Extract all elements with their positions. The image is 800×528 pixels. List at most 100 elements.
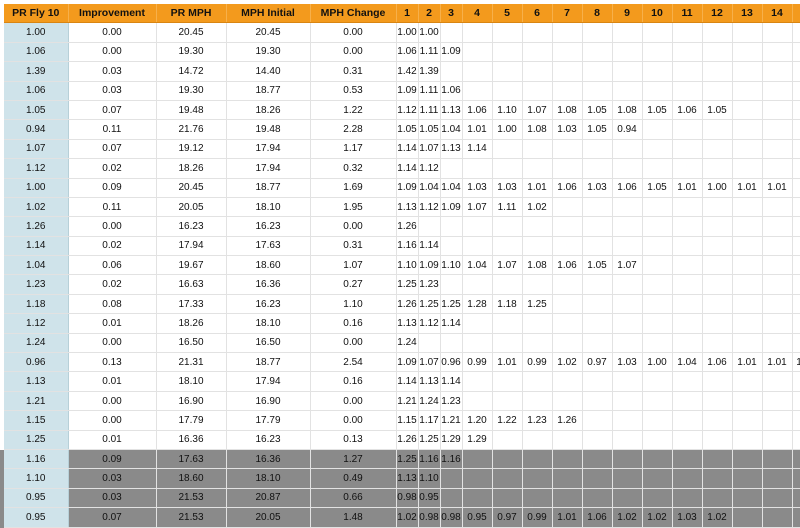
table-cell[interactable]: 14.40 (226, 61, 311, 82)
table-cell[interactable]: 0.27 (310, 274, 397, 295)
column-header[interactable]: 9 (612, 4, 643, 24)
table-cell[interactable] (642, 294, 673, 315)
table-cell[interactable] (612, 197, 643, 218)
table-cell[interactable]: 0.11 (68, 119, 157, 140)
table-cell[interactable]: 1.03 (612, 352, 643, 373)
table-cell[interactable] (762, 119, 793, 140)
table-cell[interactable]: 1.95 (310, 197, 397, 218)
table-cell[interactable] (762, 22, 793, 43)
table-cell[interactable]: 1.39 (4, 61, 69, 82)
table-cell[interactable] (672, 410, 703, 431)
table-cell[interactable] (642, 81, 673, 101)
table-cell[interactable]: 0.06 (68, 255, 157, 276)
table-cell[interactable] (732, 236, 763, 257)
table-cell[interactable]: 1.21 (4, 391, 69, 412)
table-cell[interactable]: 0.99 (522, 352, 553, 373)
table-cell[interactable] (612, 468, 643, 489)
table-cell[interactable]: 1.14 (396, 371, 419, 392)
table-cell[interactable]: 1.02 (522, 197, 553, 218)
table-cell[interactable] (732, 449, 763, 470)
table-cell[interactable] (642, 61, 673, 82)
table-cell[interactable]: 1.08 (522, 255, 553, 276)
column-header[interactable]: MPH Change (310, 4, 397, 24)
table-cell[interactable]: 1.25 (418, 430, 441, 450)
table-cell[interactable] (492, 391, 523, 412)
column-header[interactable]: 8 (582, 4, 613, 24)
table-cell[interactable] (702, 274, 733, 295)
column-header[interactable]: 11 (672, 4, 703, 24)
table-cell[interactable] (732, 410, 763, 431)
table-cell[interactable] (702, 371, 733, 392)
table-cell[interactable] (612, 488, 643, 509)
table-cell[interactable] (642, 216, 673, 237)
table-cell[interactable] (732, 81, 763, 101)
table-cell[interactable] (702, 22, 733, 43)
table-cell[interactable] (762, 158, 793, 179)
table-cell[interactable] (582, 197, 613, 218)
table-cell[interactable]: 1.02 (792, 352, 800, 373)
table-cell[interactable]: 1.06 (552, 178, 583, 198)
table-cell[interactable]: 17.94 (226, 139, 311, 160)
table-cell[interactable] (672, 488, 703, 509)
table-cell[interactable]: 21.53 (156, 488, 227, 509)
table-cell[interactable]: 1.05 (4, 100, 69, 121)
table-cell[interactable]: 1.10 (4, 468, 69, 489)
table-cell[interactable]: 1.03 (672, 507, 703, 528)
table-cell[interactable] (672, 197, 703, 218)
table-cell[interactable]: 1.48 (310, 507, 397, 528)
table-cell[interactable]: 1.04 (440, 178, 463, 198)
table-cell[interactable]: 1.03 (462, 178, 493, 198)
table-cell[interactable] (440, 236, 463, 257)
table-cell[interactable] (642, 22, 673, 43)
table-cell[interactable]: 17.33 (156, 294, 227, 315)
table-cell[interactable] (552, 61, 583, 82)
table-cell[interactable] (792, 100, 800, 121)
table-cell[interactable]: 1.13 (440, 100, 463, 121)
table-cell[interactable] (462, 216, 493, 237)
table-cell[interactable] (462, 22, 493, 43)
table-cell[interactable]: 1.25 (396, 449, 419, 470)
column-header[interactable]: PR MPH (156, 4, 227, 24)
table-cell[interactable] (440, 468, 463, 489)
table-cell[interactable]: 18.77 (226, 81, 311, 101)
table-cell[interactable] (702, 430, 733, 450)
table-cell[interactable] (522, 158, 553, 179)
table-cell[interactable]: 19.30 (226, 42, 311, 63)
table-cell[interactable]: 1.07 (418, 352, 441, 373)
table-cell[interactable]: 0.16 (310, 313, 397, 334)
table-cell[interactable]: 19.30 (156, 42, 227, 63)
table-cell[interactable]: 1.06 (612, 178, 643, 198)
table-cell[interactable] (642, 236, 673, 257)
table-cell[interactable]: 1.42 (396, 61, 419, 82)
table-cell[interactable] (462, 333, 493, 354)
column-header[interactable]: MPH Initial (226, 4, 311, 24)
table-cell[interactable]: 1.17 (310, 139, 397, 160)
table-cell[interactable] (672, 255, 703, 276)
table-cell[interactable]: 1.29 (440, 430, 463, 450)
table-cell[interactable] (522, 236, 553, 257)
table-cell[interactable] (762, 488, 793, 509)
table-cell[interactable] (792, 178, 800, 198)
table-cell[interactable] (792, 139, 800, 160)
table-cell[interactable]: 1.26 (396, 294, 419, 315)
table-cell[interactable] (612, 333, 643, 354)
table-cell[interactable] (672, 274, 703, 295)
column-header[interactable]: 10 (642, 4, 673, 24)
table-cell[interactable] (552, 216, 583, 237)
table-cell[interactable]: 1.15 (4, 410, 69, 431)
table-cell[interactable]: 1.01 (552, 507, 583, 528)
table-cell[interactable]: 1.26 (4, 216, 69, 237)
column-header[interactable]: 6 (522, 4, 553, 24)
table-cell[interactable] (672, 22, 703, 43)
table-cell[interactable]: 0.02 (68, 274, 157, 295)
table-cell[interactable] (552, 371, 583, 392)
table-cell[interactable]: 1.08 (612, 100, 643, 121)
table-cell[interactable]: 18.77 (226, 352, 311, 373)
table-cell[interactable] (732, 22, 763, 43)
table-cell[interactable]: 1.10 (310, 294, 397, 315)
table-cell[interactable] (418, 333, 441, 354)
table-cell[interactable] (552, 42, 583, 63)
table-cell[interactable]: 1.09 (418, 255, 441, 276)
table-cell[interactable] (792, 274, 800, 295)
table-cell[interactable] (522, 216, 553, 237)
